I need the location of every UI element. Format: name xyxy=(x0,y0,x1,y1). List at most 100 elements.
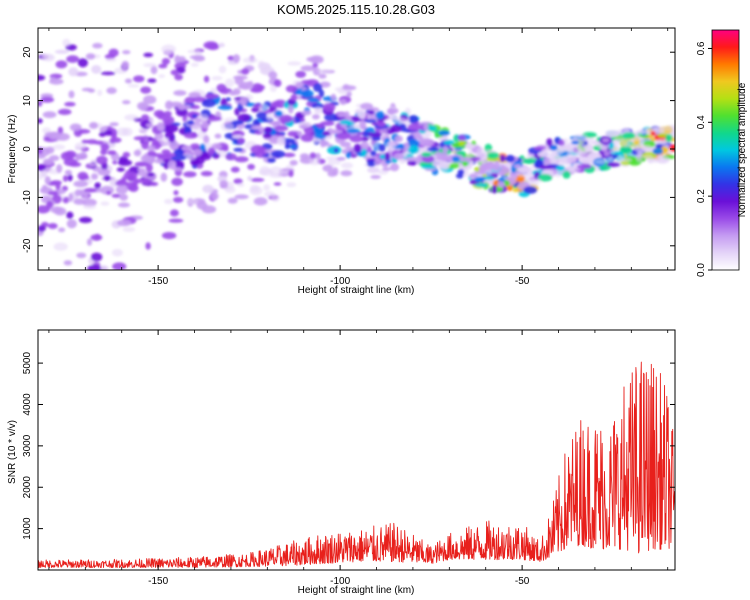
spectrogram-cell xyxy=(68,67,79,77)
spectrogram-cell xyxy=(319,81,331,88)
spectrogram-cell xyxy=(237,137,245,144)
spectrogram-cell xyxy=(295,81,304,89)
spectrogram-cell xyxy=(150,66,158,75)
spectrogram-cell xyxy=(329,129,341,134)
spectrogram-cell xyxy=(67,174,73,182)
spectrogram-cell xyxy=(186,120,195,126)
spectrogram-cell xyxy=(133,149,142,157)
spectrogram-cell xyxy=(92,42,103,49)
spectrogram-cell xyxy=(657,133,669,138)
spectrogram-cell xyxy=(435,155,450,161)
spectrogram-cell xyxy=(312,67,321,76)
spectrogram-cell xyxy=(74,142,87,150)
spectrogram-cell xyxy=(232,54,240,63)
spectrogram-cell xyxy=(161,232,177,240)
spectrogram-cell xyxy=(271,194,280,202)
snr-background xyxy=(38,330,675,570)
spectrogram-cell xyxy=(208,116,222,122)
spectrogram-cell xyxy=(211,143,222,150)
spectrogram-cell xyxy=(651,127,659,133)
spectrogram-cell xyxy=(458,140,466,146)
spectrogram-cell xyxy=(421,165,437,170)
spectrogram-cell xyxy=(609,148,616,154)
spectrogram-cell xyxy=(486,152,500,159)
spectrogram-cell xyxy=(345,146,355,152)
spectrogram-cell xyxy=(346,128,359,134)
spectrogram-cell xyxy=(38,225,46,232)
spectrogram-cell xyxy=(74,189,83,197)
spectrogram-cell xyxy=(473,160,487,164)
spectrogram-cell xyxy=(219,180,228,188)
spectrogram-cell xyxy=(384,152,391,161)
spectrogram-cell xyxy=(66,55,80,63)
spectrogram-cell xyxy=(203,75,210,83)
spectrogram-cell xyxy=(256,111,267,120)
spectrogram-cell xyxy=(263,126,273,134)
spectrogram-cell xyxy=(111,248,123,257)
spectrogram-cell xyxy=(94,182,101,189)
spectrogram-cell xyxy=(201,99,216,108)
spectrogram-cell xyxy=(122,127,133,137)
spectrogram-cell xyxy=(497,181,505,188)
spectrogram-cell xyxy=(50,206,63,214)
spectrogram-cell xyxy=(64,101,76,107)
x-tick-label: -50 xyxy=(515,276,530,287)
spectrogram-cell xyxy=(230,166,240,173)
spectrogram-cell xyxy=(283,152,296,158)
spectrogram-cell xyxy=(252,119,260,127)
spectrogram-cell xyxy=(220,121,234,132)
spectrogram-cell xyxy=(300,89,314,98)
spectrogram-cell xyxy=(189,55,204,60)
spectrogram-cell xyxy=(546,138,553,147)
spectrogram-cell xyxy=(38,205,50,214)
spectrogram-cell xyxy=(382,167,391,171)
spectrogram-cell xyxy=(66,219,77,229)
spectrogram-cell xyxy=(55,182,61,191)
spectrogram-cell xyxy=(133,75,145,83)
spectrogram-cell xyxy=(263,184,270,191)
spectrogram-cell xyxy=(256,84,265,91)
spectrogram-cell xyxy=(218,65,227,74)
spectrogram-cell xyxy=(274,110,283,117)
spectrogram-cell xyxy=(425,131,433,137)
spectrogram-cell xyxy=(183,171,197,178)
spectrogram-cell xyxy=(469,156,481,161)
spectrogram-cell xyxy=(333,147,339,153)
y-tick-label: -10 xyxy=(22,190,33,205)
spectrogram-cell xyxy=(54,49,70,54)
spectrogram-y-label: Frequency (Hz) xyxy=(7,115,18,184)
spectrogram-cell xyxy=(127,84,140,88)
spectrogram-cell xyxy=(337,112,346,118)
spectrogram-cell xyxy=(91,173,98,180)
spectrogram-cell xyxy=(654,139,662,144)
spectrogram-cell xyxy=(162,115,175,125)
spectrogram-cell xyxy=(231,134,243,139)
colorbar: 0.0 0.2 0.4 0.6 Normalized spectral amplitu… xyxy=(696,29,748,277)
spectrogram-cell xyxy=(571,140,580,145)
spectrogram-cell xyxy=(386,107,396,115)
spectrogram-cell xyxy=(394,117,407,124)
spectrogram-cell xyxy=(76,252,87,259)
spectrogram-cell xyxy=(580,159,595,165)
spectrogram-cell xyxy=(295,70,307,78)
spectrogram-cell xyxy=(320,140,330,147)
spectrogram-cell xyxy=(301,110,312,116)
spectrogram-cell xyxy=(318,73,327,79)
spectrogram-cell xyxy=(330,93,337,101)
spectrogram-cell xyxy=(458,134,466,142)
spectrogram-cell xyxy=(100,149,107,156)
spectrogram-cell xyxy=(41,170,48,178)
spectrogram-cell xyxy=(119,193,128,201)
spectrogram-cell xyxy=(652,147,664,155)
spectrogram-cell xyxy=(147,78,157,83)
spectrogram-cell xyxy=(284,143,291,150)
spectrogram-cell xyxy=(349,135,364,143)
spectrogram-cell xyxy=(97,89,103,97)
spectrogram-cell xyxy=(537,174,553,182)
spectrogram-cell xyxy=(658,153,664,160)
spectrogram-cell xyxy=(68,193,74,202)
spectrogram-cell xyxy=(42,158,54,166)
spectrogram-cell xyxy=(211,76,223,81)
spectrogram-cell xyxy=(306,56,321,62)
